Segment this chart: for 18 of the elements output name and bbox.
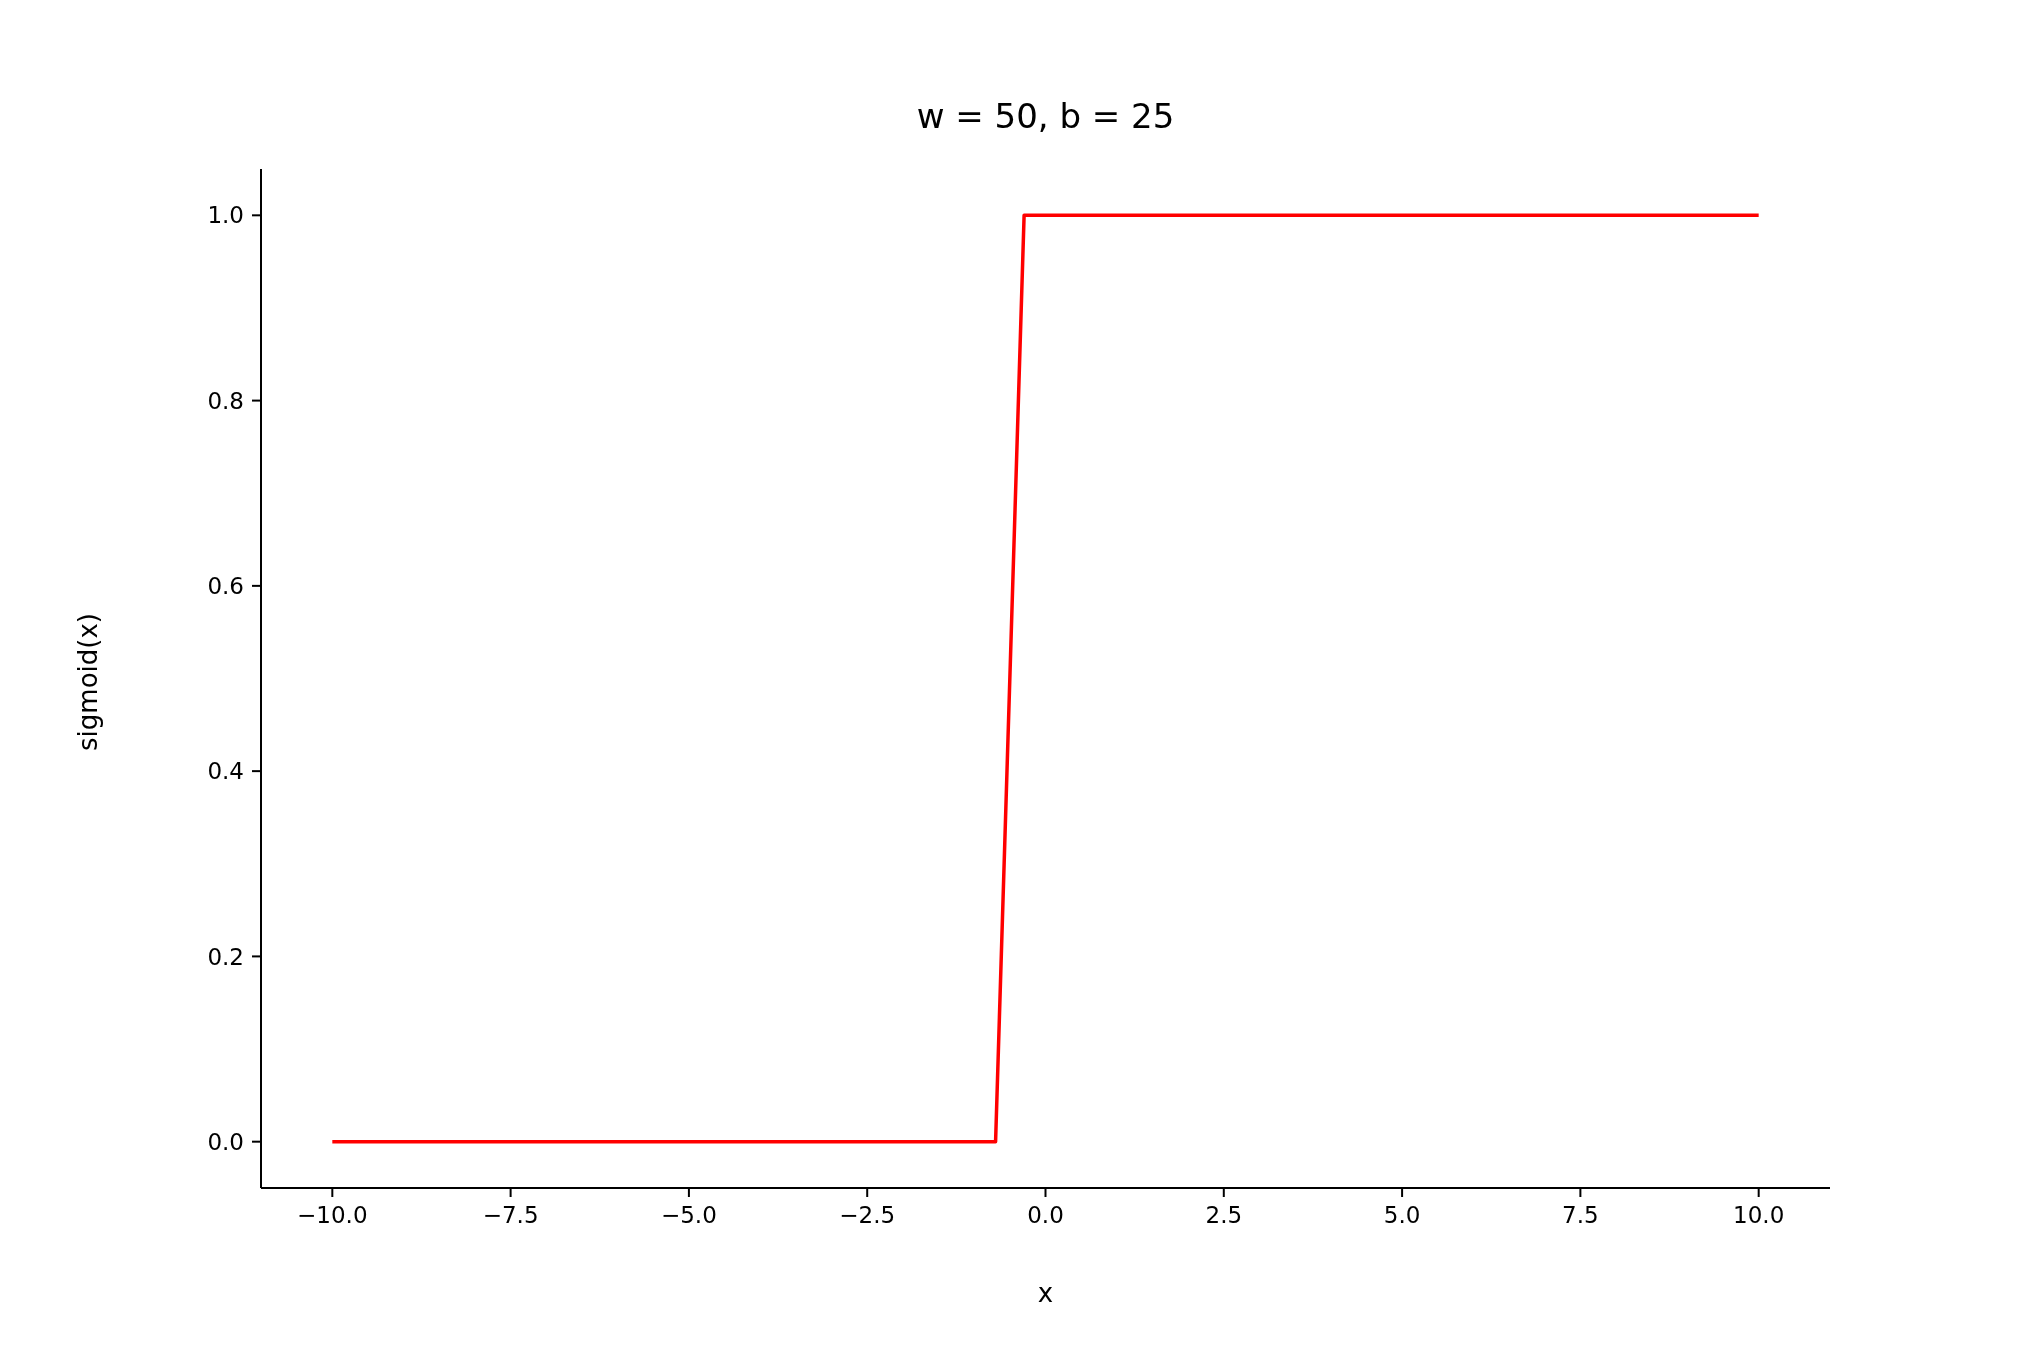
x-tick-label: −10.0 [297, 1202, 368, 1229]
y-axis-title: sigmoid(x) [73, 613, 103, 751]
y-tick-label: 1.0 [207, 202, 244, 229]
x-tick-label: 7.5 [1562, 1202, 1599, 1229]
y-tick-label: 0.2 [207, 943, 244, 970]
y-tick-label: 0.4 [207, 758, 244, 785]
y-tick-label: 0.8 [207, 387, 244, 414]
x-tick-label: −5.0 [660, 1202, 717, 1229]
chart-title: w = 50, b = 25 [915, 96, 1176, 136]
x-axis-title: x [1036, 1278, 1055, 1308]
x-tick-label: −7.5 [482, 1202, 539, 1229]
x-tick-label: 0.0 [1027, 1202, 1064, 1229]
x-tick-label: 2.5 [1205, 1202, 1243, 1229]
y-tick-label: 0.0 [207, 1128, 244, 1155]
y-tick-label: 0.6 [207, 573, 244, 600]
x-tick-label: 5.0 [1383, 1202, 1421, 1229]
x-tick-label: 10.0 [1733, 1202, 1785, 1229]
x-tick-label: −2.5 [839, 1202, 896, 1229]
